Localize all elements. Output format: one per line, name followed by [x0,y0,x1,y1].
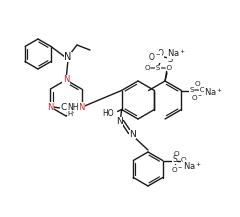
Text: N: N [116,117,123,126]
Text: HO: HO [103,109,114,118]
Text: O: O [174,151,180,156]
Text: O: O [158,49,164,59]
Text: S=O: S=O [189,87,206,92]
Text: O=S=O: O=S=O [145,65,173,71]
Text: O: O [195,82,200,87]
Text: NH: NH [68,102,79,112]
Text: O$^-$: O$^-$ [171,165,183,174]
Text: N: N [129,130,136,139]
Text: S: S [172,155,177,164]
Text: N: N [64,52,72,62]
Text: H: H [68,111,73,117]
Text: Cl: Cl [60,102,69,112]
Text: S: S [167,54,173,64]
Text: N: N [78,102,85,112]
Text: Na$^+$: Na$^+$ [168,47,186,59]
Text: Na$^+$: Na$^+$ [183,161,202,172]
Text: O: O [181,158,186,163]
Text: O: O [176,49,182,59]
Text: O$^-$: O$^-$ [191,93,204,102]
Text: N: N [47,102,54,112]
Text: N: N [63,76,69,84]
Text: O$^-$: O$^-$ [149,51,162,62]
Text: Na$^+$: Na$^+$ [204,87,223,98]
